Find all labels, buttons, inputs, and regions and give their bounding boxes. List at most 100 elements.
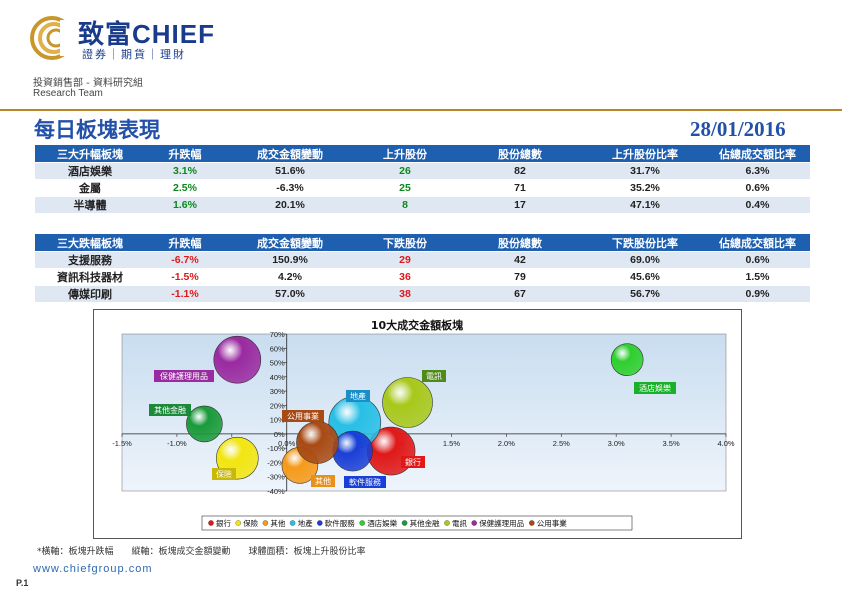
y-tick-label: -20% xyxy=(267,458,285,467)
falling-count: 29 xyxy=(355,251,455,269)
bubble-label-box xyxy=(422,370,446,382)
bubble-label: 銀行 xyxy=(405,457,421,467)
team-label: Research Team xyxy=(33,88,103,99)
column-header: 下跌股份比率 xyxy=(585,234,705,252)
x-tick-label: 1.5% xyxy=(443,439,460,448)
y-tick-label: 60% xyxy=(270,344,285,353)
bubble-label: 軟件服務 xyxy=(349,477,381,487)
turnover-share: 6.3% xyxy=(705,162,810,180)
bubble-label: 公用事業 xyxy=(287,411,319,421)
header-divider xyxy=(0,109,842,111)
legend-marker xyxy=(262,520,269,526)
bubble-label-box xyxy=(311,475,335,487)
falling-count: 36 xyxy=(355,268,455,286)
bubble-label: 地產 xyxy=(350,391,366,401)
sector-name: 半導體 xyxy=(35,196,145,213)
sector-name: 酒店娛樂 xyxy=(35,162,145,180)
bubble-label-box xyxy=(346,390,370,402)
column-header: 三大跌幅板塊 xyxy=(35,234,145,252)
change-pct: 2.5% xyxy=(145,179,225,197)
bubble-label-box xyxy=(401,456,425,468)
legend-marker xyxy=(359,520,365,526)
legend-marker xyxy=(529,520,535,526)
column-header: 成交金額變動 xyxy=(225,234,355,252)
rising-count: 8 xyxy=(355,196,455,213)
rising-count: 25 xyxy=(355,179,455,197)
rising-ratio: 35.2% xyxy=(585,179,705,197)
falling-count: 38 xyxy=(355,285,455,302)
sector-name: 支援服務 xyxy=(35,251,145,269)
bubble-9 xyxy=(213,335,262,384)
bubble-label-box xyxy=(154,370,214,382)
x-tick-label: 2.0% xyxy=(498,439,515,448)
bubble-label: 其他 xyxy=(315,476,331,486)
total-count: 42 xyxy=(455,251,585,269)
column-header: 下跌股份 xyxy=(355,234,455,252)
table-row: 支援服務 -6.7% 150.9% 29 42 69.0% 0.6% xyxy=(35,251,810,269)
legend-label: 軟件服務 xyxy=(325,518,355,528)
column-header: 升跌幅 xyxy=(145,234,225,252)
falling-ratio: 56.7% xyxy=(585,285,705,302)
bubble-chart: 10大成交金額板塊 70% 60% 50% 40% 30% 20% 10% 0% -10% -20… xyxy=(112,318,735,531)
x-tick-label: -1.0% xyxy=(167,439,187,448)
table-row: 金屬 2.5% -6.3% 25 71 35.2% 0.6% xyxy=(35,179,810,197)
website-link[interactable]: www.chiefgroup.com xyxy=(33,563,153,575)
column-header: 股份總數 xyxy=(455,234,585,252)
x-tick-label: 3.0% xyxy=(608,439,625,448)
legend-label: 公用事業 xyxy=(537,518,567,528)
legend-marker xyxy=(208,520,214,526)
x-tick-label: 4.0% xyxy=(717,439,734,448)
y-tick-label: -40% xyxy=(267,487,285,496)
legend-marker xyxy=(317,520,323,526)
sector-name: 資訊科技器材 xyxy=(35,268,145,286)
legend-marker xyxy=(471,520,477,526)
legend-label: 其他 xyxy=(270,518,285,528)
turnover-share: 0.4% xyxy=(705,196,810,213)
rising-ratio: 47.1% xyxy=(585,196,705,213)
table-row: 傳媒印刷 -1.1% 57.0% 38 67 56.7% 0.9% xyxy=(35,285,810,302)
total-count: 67 xyxy=(455,285,585,302)
rising-count: 26 xyxy=(355,162,455,180)
bubble-6 xyxy=(610,343,644,376)
bubble-label-box xyxy=(212,468,236,480)
column-header: 佔總成交額比率 xyxy=(705,145,810,163)
sector-name: 傳媒印刷 xyxy=(35,285,145,302)
legend-marker xyxy=(235,520,241,526)
y-tick-label: -10% xyxy=(267,444,285,453)
bubble-5 xyxy=(332,430,373,472)
x-tick-label: -1.5% xyxy=(112,439,132,448)
y-tick-label: 50% xyxy=(270,359,285,368)
y-tick-label: 20% xyxy=(270,401,285,410)
table-header-row: 三大跌幅板塊 升跌幅 成交金額變動 下跌股份 股份總數 下跌股份比率 佔總成交額… xyxy=(35,234,810,252)
change-pct: 1.6% xyxy=(145,196,225,213)
turnover-change: 4.2% xyxy=(225,268,355,286)
turnover-share: 0.9% xyxy=(705,285,810,302)
y-tick-label: 70% xyxy=(270,330,285,339)
turnover-change: 20.1% xyxy=(225,196,355,213)
legend-label: 酒店娛樂 xyxy=(367,518,397,528)
y-tick-label: 30% xyxy=(270,387,285,396)
x-tick-label: 2.5% xyxy=(553,439,570,448)
change-pct: -1.5% xyxy=(145,268,225,286)
column-header: 上升股份比率 xyxy=(585,145,705,163)
bubble-label-box xyxy=(344,476,386,488)
total-count: 82 xyxy=(455,162,585,180)
table-row: 半導體 1.6% 20.1% 8 17 47.1% 0.4% xyxy=(35,196,810,213)
bubble-label: 保險 xyxy=(216,469,232,479)
bubble-8 xyxy=(382,377,433,428)
column-header: 成交金額變動 xyxy=(225,145,355,163)
sector-name: 金屬 xyxy=(35,179,145,197)
chart-legend xyxy=(201,515,633,531)
bubble-label-box xyxy=(634,382,676,394)
bubble-label: 電訊 xyxy=(426,371,442,381)
falling-ratio: 45.6% xyxy=(585,268,705,286)
bubble-label: 其他金融 xyxy=(154,405,186,415)
bubble-label-box xyxy=(282,410,324,422)
rising-ratio: 31.7% xyxy=(585,162,705,180)
bubble-7 xyxy=(186,405,223,443)
total-count: 71 xyxy=(455,179,585,197)
chart-title: 10大成交金額板塊 xyxy=(371,318,463,332)
turnover-share: 1.5% xyxy=(705,268,810,286)
top-gainers-table: 三大升幅板塊 升跌幅 成交金額變動 上升股份 股份總數 上升股份比率 佔總成交額… xyxy=(35,145,810,213)
table-row: 資訊科技器材 -1.5% 4.2% 36 79 45.6% 1.5% xyxy=(35,268,810,286)
